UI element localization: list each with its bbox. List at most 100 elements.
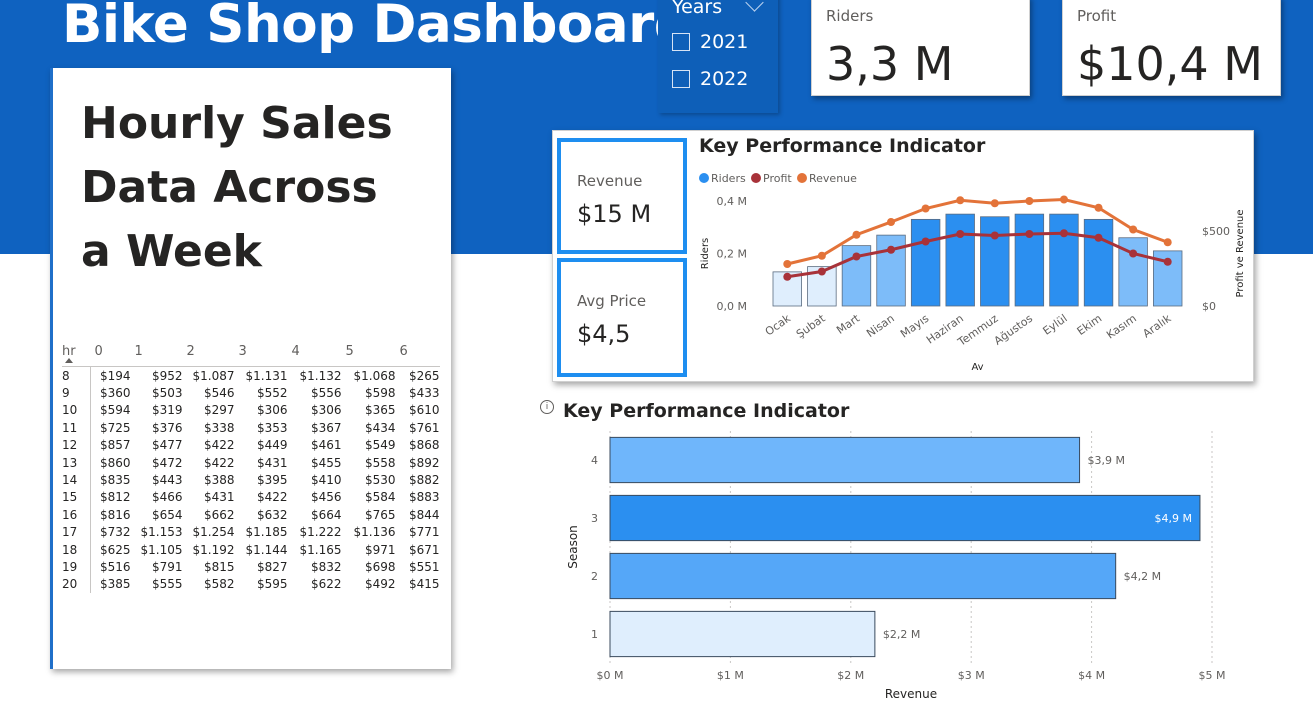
heading-line: Hourly Sales [81,98,393,149]
x-tick-label: $4 M [1078,669,1105,682]
x-tick-label: Nisan [864,312,897,340]
season-chart-title: Key Performance Indicator [563,400,850,422]
revenue-card[interactable]: Revenue $15 M [557,138,687,254]
table-row[interactable]: 18 $625 $1.105 $1.192 $1.144 $1.165 $971 $671 [62,540,440,559]
x-tick-label: $5 M [1199,669,1226,682]
table-cell: $376 [151,420,183,435]
chevron-down-icon[interactable] [745,0,764,12]
table-row[interactable]: 15 $812 $466 $431 $422 $456 $584 $883 [62,488,440,507]
table-row[interactable]: 12 $857 $477 $422 $449 $461 $549 $868 [62,436,440,454]
column-header[interactable]: 3 [238,343,247,359]
table-cell: $422 [256,490,288,505]
years-slicer[interactable]: Years 2021 2022 [658,0,778,113]
column-header[interactable]: 6 [399,343,408,359]
table-cell: $530 [364,473,396,488]
table-cell: $835 [99,473,131,488]
y-axis-label: Season [566,525,580,569]
table-cell: $857 [99,438,131,453]
table-row[interactable]: 13 $860 $472 $422 $431 $455 $558 $892 [62,453,440,472]
table-cell: $1.105 [140,542,183,557]
combo-chart[interactable]: Riders Profit Revenue 0,4 M 0,2 M 0,0 M $500 $0… [690,165,1250,370]
slicer-option-2022[interactable]: 2022 [672,68,748,90]
table-row[interactable]: 9 $360 $503 $546 $552 $556 $598 $433 [62,384,440,402]
legend-marker [751,173,761,183]
table-row[interactable]: 10 $594 $319 $297 $306 $306 $365 $610 [62,401,440,420]
column-header[interactable]: 0 [94,343,103,359]
table-cell: $952 [151,368,183,383]
line-profit [787,231,1169,279]
line-revenue [786,197,1169,266]
table-cell: $625 [99,542,131,557]
hourly-sales-matrix[interactable]: hr 0 1 2 3 4 5 6 8 $194 $952 $1.087 $1.131 $1.132 $1… [62,342,440,594]
table-row[interactable]: 19 $516 $791 $815 $827 $832 $698 $551 [62,558,440,576]
row-label: 11 [62,419,91,437]
table-cell: $1.153 [140,525,183,540]
table-cell: $549 [364,438,396,453]
table-cell: $664 [310,507,342,522]
table-row[interactable]: 8 $194 $952 $1.087 $1.131 $1.132 $1.068 $265 [62,366,440,385]
table-row[interactable]: 14 $835 $443 $388 $395 $410 $530 $882 [62,471,440,489]
table-row[interactable]: 20 $385 $555 $582 $595 $622 $492 $415 [62,575,440,594]
column-header[interactable]: 4 [291,343,300,359]
table-cell: $365 [364,403,396,418]
x-tick-label: Ağustos [992,312,1036,348]
table-row[interactable]: 11 $725 $376 $338 $353 $367 $434 $761 [62,419,440,437]
row-label: 17 [62,523,91,541]
point-revenue [921,204,930,213]
point-profit [1025,230,1034,238]
y-axis-label: Riders [700,238,711,270]
legend-label: Profit [763,172,792,185]
checkbox[interactable] [672,33,690,51]
checkbox[interactable] [672,70,690,88]
table-cell: $1.131 [245,368,288,383]
table-cell: $433 [408,386,440,401]
table-cell: $671 [408,542,440,557]
avg-price-card[interactable]: Avg Price $4,5 [557,258,687,377]
riders-card[interactable]: Riders 3,3 M [811,0,1030,96]
bar-season [609,436,1081,484]
table-cell: $367 [310,420,342,435]
row-header[interactable]: hr [62,342,91,367]
point-profit [852,252,861,261]
table-cell: $551 [408,559,440,574]
table-cell: $832 [310,559,342,574]
season-revenue-chart[interactable]: $0 M $1 M $2 M $3 M $4 M $5 M 4 $3,9 M 3 $4,9 M 2 $… [555,413,1255,703]
table-cell: $319 [151,403,183,418]
x-tick-label: Aralık [1140,311,1174,340]
bar-season [609,610,876,658]
table-row[interactable]: 17 $732 $1.153 $1.254 $1.185 $1.222 $1.136 $771 [62,523,440,541]
table-cell: $434 [364,420,396,435]
row-label: 9 [62,384,91,402]
table-cell: $791 [151,559,183,574]
sort-asc-icon[interactable] [65,358,73,363]
table-cell: $1.144 [245,542,288,557]
profit-card[interactable]: Profit $10,4 M [1062,0,1281,96]
x-tick-label: $1 M [717,669,744,682]
table-cell: $477 [151,438,183,453]
table-cell: $725 [99,420,131,435]
table-cell: $1.222 [299,525,342,540]
column-header[interactable]: 2 [186,343,195,359]
column-header[interactable]: 1 [134,343,143,359]
slicer-option-2021[interactable]: 2021 [672,31,748,53]
table-cell: $816 [99,507,131,522]
y-tick-label: 0,4 M [717,195,747,208]
table-cell: $622 [310,577,342,592]
column-header[interactable]: 5 [345,343,354,359]
card-label: Profit [1077,7,1117,25]
x-tick-label: Mart [834,311,863,336]
info-icon[interactable]: i [540,400,554,414]
table-cell: $431 [203,490,235,505]
bar-season [609,552,1117,600]
table-cell: $1.254 [192,525,235,540]
table-cell: $868 [408,438,440,453]
table-cell: $1.165 [299,542,342,557]
table-cell: $558 [364,455,396,470]
table-cell: $455 [310,455,342,470]
table-cell: $610 [408,403,440,418]
x-tick-label: Ekim [1075,312,1105,338]
table-row[interactable]: 16 $816 $654 $662 $632 $664 $765 $844 [62,506,440,524]
bar-riders [910,218,941,307]
y-tick-label: 0,2 M [717,248,747,261]
